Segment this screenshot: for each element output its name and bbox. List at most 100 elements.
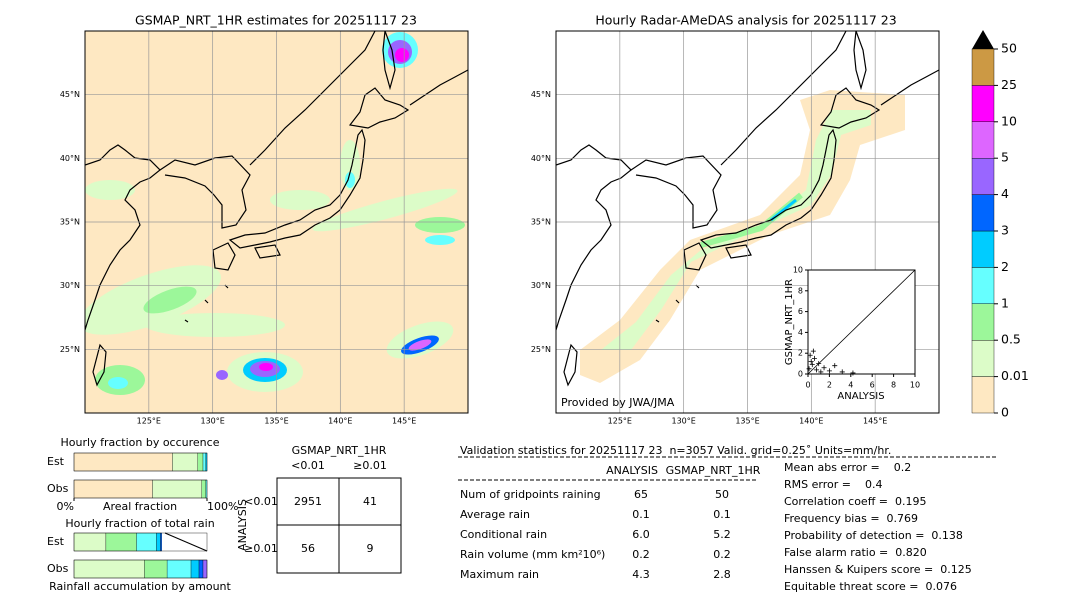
table-cell: 56 [301, 542, 315, 555]
y-tick-label: 45°N [531, 90, 551, 99]
scatter-point [816, 361, 822, 367]
scatter-point [806, 366, 812, 372]
x-tick-label: 140°E [328, 417, 352, 426]
stats-title: Validation statistics for 20251117 23 n=… [460, 444, 891, 457]
score: Probability of detection = 0.138 [784, 529, 963, 542]
map-title: GSMAP_NRT_1HR estimates for 20251117 23 [135, 13, 417, 28]
colorbar-segment [971, 230, 995, 268]
colorbar-label: 3 [1001, 223, 1009, 238]
x-tick-label: 0% [57, 500, 74, 513]
y-tick-label: 40°N [531, 154, 551, 163]
y-axis-label: GSMAP_NRT_1HR [784, 279, 795, 365]
colorbar-label: 50 [1001, 41, 1017, 56]
scatter-point [839, 369, 845, 375]
y-tick-label: 0 [798, 370, 803, 379]
y-tick-label: 30°N [531, 281, 551, 290]
colorbar-segment [971, 48, 995, 86]
scatter-point [807, 352, 813, 358]
scatter-point [832, 363, 838, 369]
x-tick-label: 6 [870, 381, 875, 390]
stat-label: Conditional rain [460, 528, 547, 541]
table-cell: 41 [363, 495, 377, 508]
scatter-point [808, 359, 814, 365]
stat-label: Average rain [460, 508, 530, 521]
y-tick-label: 45°N [60, 90, 80, 99]
stat-value: 2.8 [713, 568, 731, 581]
chart-title: Hourly fraction by occurence [61, 436, 220, 449]
column-header: GSMAP_NRT_1HR [666, 464, 761, 477]
stat-value: 50 [715, 488, 729, 501]
bar-segment [190, 559, 200, 579]
row-title: ANALYSIS [236, 499, 249, 551]
map-frame [555, 30, 940, 414]
score: Equitable threat score = 0.076 [784, 580, 957, 593]
colorbar-segment [971, 267, 995, 304]
x-tick-label: 145°E [863, 417, 887, 426]
bar-segment [136, 532, 157, 552]
y-tick-label: 30°N [60, 281, 80, 290]
stat-value: 65 [634, 488, 648, 501]
row-header: ≥0.01 [244, 542, 278, 555]
bar-segment [144, 559, 168, 579]
x-tick-label: 130°E [672, 417, 696, 426]
colorbar-label: 5 [1001, 150, 1009, 165]
x-axis-label: Areal fraction [103, 500, 177, 513]
score: Mean abs error = 0.2 [784, 461, 911, 474]
score: Correlation coeff = 0.195 [784, 495, 926, 508]
row-header: <0.01 [244, 495, 278, 508]
x-tick-label: 135°E [264, 417, 288, 426]
stat-value: 5.2 [713, 528, 731, 541]
x-tick-label: 135°E [735, 417, 759, 426]
colorbar-segment [971, 303, 995, 341]
x-axis-label: Rainfall accumulation by amount [49, 580, 231, 593]
x-tick-label: 4 [848, 381, 853, 390]
row-label: Est [47, 535, 65, 548]
x-tick-label: 100% [207, 500, 238, 513]
colorbar-segment [971, 340, 995, 377]
colorbar-segment [971, 121, 995, 159]
y-tick-label: 10 [793, 266, 803, 275]
bar-segment [73, 479, 153, 499]
bar-segment [166, 559, 192, 579]
scatter-point [810, 348, 816, 354]
scatter-point [826, 368, 832, 374]
scatter-point [814, 367, 820, 373]
column-header: ANALYSIS [606, 464, 658, 477]
table-cell: 2951 [294, 495, 322, 508]
bar-segment [172, 452, 198, 472]
stat-label: Maximum rain [460, 568, 539, 581]
colorbar-label: 10 [1001, 113, 1017, 128]
y-tick-label: 8 [798, 286, 803, 295]
bar-segment [197, 452, 204, 472]
y-tick-label: 35°N [60, 218, 80, 227]
scatter-point [811, 355, 817, 361]
x-tick-label: 8 [891, 381, 896, 390]
x-tick-label: 125°E [137, 417, 161, 426]
x-tick-label: 2 [827, 381, 832, 390]
bar-segment [73, 452, 173, 472]
bar-segment [202, 559, 208, 579]
score: Hanssen & Kuipers score = 0.125 [784, 563, 972, 576]
map-left [85, 31, 468, 413]
diagonal [807, 269, 916, 375]
x-tick-label: 140°E [799, 417, 823, 426]
score: Frequency bias = 0.769 [784, 512, 918, 525]
y-tick-label: 25°N [531, 345, 551, 354]
stat-value: 0.1 [632, 508, 650, 521]
x-tick-label: 145°E [392, 417, 416, 426]
stat-value: 4.3 [632, 568, 650, 581]
scatter-point [821, 365, 827, 371]
stat-value: 0.1 [713, 508, 731, 521]
row-label: Obs [47, 562, 69, 575]
colorbar-segment [971, 194, 995, 232]
bar-segment [73, 532, 107, 552]
score: RMS error = 0.4 [784, 478, 882, 491]
bar-segment [73, 559, 145, 579]
stat-value: 0.2 [632, 548, 650, 561]
bar-frame [73, 452, 208, 472]
stat-value: 0.2 [713, 548, 731, 561]
colorbar-label: 4 [1001, 186, 1009, 201]
map-frame [84, 30, 469, 414]
bar-segment [201, 479, 206, 499]
